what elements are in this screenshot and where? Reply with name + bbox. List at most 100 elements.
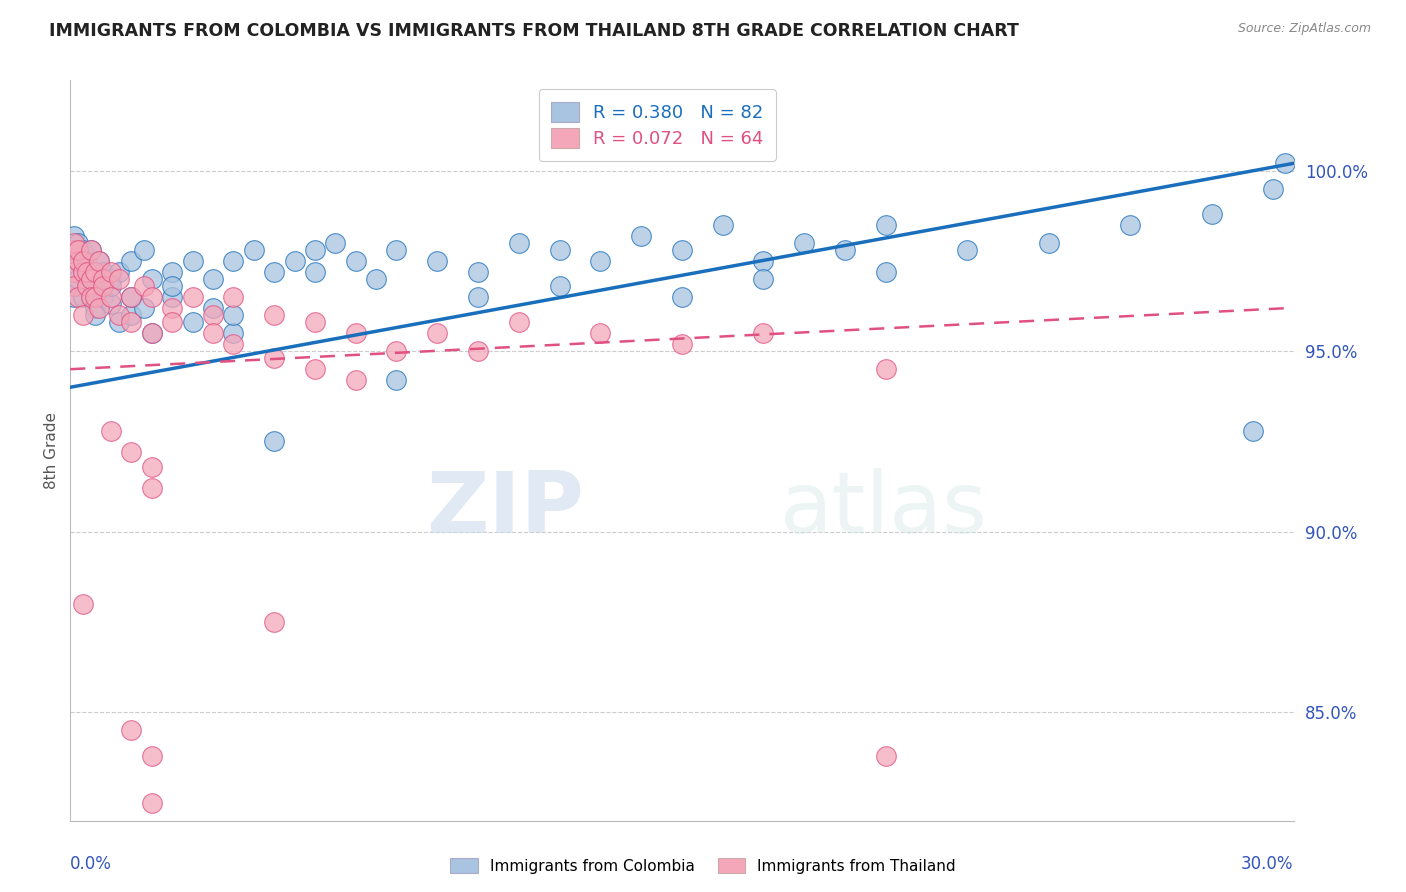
Point xyxy=(121,253,143,268)
Point xyxy=(426,326,449,340)
Point xyxy=(162,315,183,329)
Point xyxy=(671,243,693,257)
Point xyxy=(91,290,114,304)
Point xyxy=(87,301,110,315)
Point xyxy=(67,235,90,250)
Point xyxy=(467,265,489,279)
Point xyxy=(79,265,103,279)
Point xyxy=(181,315,204,329)
Point xyxy=(630,228,652,243)
Point xyxy=(63,243,86,257)
Point xyxy=(508,235,530,250)
Point xyxy=(100,265,122,279)
Point xyxy=(132,301,155,315)
Point xyxy=(222,326,245,340)
Point xyxy=(83,265,105,279)
Point xyxy=(63,265,86,279)
Point xyxy=(121,315,143,329)
Point xyxy=(162,265,183,279)
Legend: Immigrants from Colombia, Immigrants from Thailand: Immigrants from Colombia, Immigrants fro… xyxy=(444,852,962,880)
Point xyxy=(1201,207,1223,221)
Point xyxy=(508,315,530,329)
Point xyxy=(222,253,245,268)
Point xyxy=(263,308,285,322)
Point xyxy=(875,218,897,232)
Text: Source: ZipAtlas.com: Source: ZipAtlas.com xyxy=(1237,22,1371,36)
Point xyxy=(67,290,90,304)
Point xyxy=(141,482,163,496)
Point xyxy=(385,344,408,359)
Point xyxy=(83,290,105,304)
Point xyxy=(100,279,122,293)
Point xyxy=(181,253,204,268)
Point xyxy=(467,344,489,359)
Point xyxy=(72,253,94,268)
Point xyxy=(91,265,114,279)
Point xyxy=(304,265,326,279)
Text: IMMIGRANTS FROM COLOMBIA VS IMMIGRANTS FROM THAILAND 8TH GRADE CORRELATION CHART: IMMIGRANTS FROM COLOMBIA VS IMMIGRANTS F… xyxy=(49,22,1019,40)
Point xyxy=(100,272,122,286)
Point xyxy=(72,265,94,279)
Text: ZIP: ZIP xyxy=(426,468,583,551)
Point xyxy=(263,351,285,366)
Point xyxy=(344,326,367,340)
Point xyxy=(100,290,122,304)
Point xyxy=(548,279,571,293)
Point xyxy=(793,235,815,250)
Point xyxy=(83,301,105,315)
Point xyxy=(304,243,326,257)
Point xyxy=(589,253,612,268)
Point xyxy=(63,243,86,257)
Point xyxy=(63,235,86,250)
Point xyxy=(202,326,225,340)
Point xyxy=(263,265,285,279)
Point xyxy=(100,297,122,311)
Point xyxy=(108,315,131,329)
Point xyxy=(875,748,897,763)
Point xyxy=(834,243,856,257)
Point xyxy=(202,301,225,315)
Point xyxy=(132,279,155,293)
Point xyxy=(263,434,285,449)
Point xyxy=(141,290,163,304)
Point xyxy=(243,243,266,257)
Point xyxy=(752,326,775,340)
Point xyxy=(671,290,693,304)
Point xyxy=(752,253,775,268)
Point xyxy=(72,597,94,611)
Point xyxy=(67,253,90,268)
Point xyxy=(121,290,143,304)
Point xyxy=(162,279,183,293)
Point xyxy=(63,279,86,293)
Point xyxy=(63,228,86,243)
Point xyxy=(344,373,367,387)
Point xyxy=(875,265,897,279)
Point xyxy=(548,243,571,257)
Point xyxy=(76,279,98,293)
Point xyxy=(132,243,155,257)
Y-axis label: 8th Grade: 8th Grade xyxy=(44,412,59,489)
Point xyxy=(141,459,163,474)
Point xyxy=(76,279,98,293)
Point xyxy=(63,290,86,304)
Text: atlas: atlas xyxy=(780,468,988,551)
Point xyxy=(589,326,612,340)
Point xyxy=(108,308,131,322)
Point xyxy=(108,265,131,279)
Point xyxy=(141,272,163,286)
Point xyxy=(63,265,86,279)
Text: 30.0%: 30.0% xyxy=(1241,855,1294,873)
Point xyxy=(87,253,110,268)
Point xyxy=(1241,424,1264,438)
Point xyxy=(1274,156,1296,170)
Point xyxy=(67,253,90,268)
Point xyxy=(141,326,163,340)
Point xyxy=(79,272,103,286)
Point xyxy=(91,279,114,293)
Point xyxy=(1119,218,1142,232)
Point xyxy=(72,265,94,279)
Point xyxy=(141,326,163,340)
Point xyxy=(202,308,225,322)
Point xyxy=(83,308,105,322)
Point xyxy=(87,253,110,268)
